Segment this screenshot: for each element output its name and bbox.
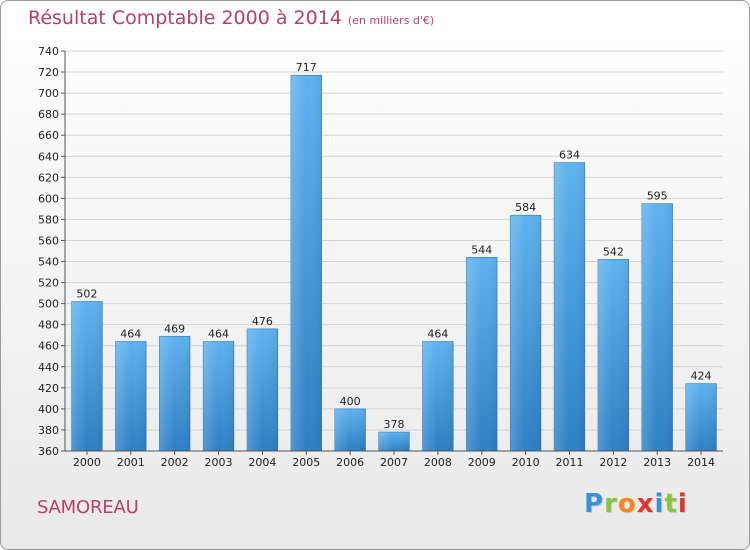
y-tick-label: 620 [38,171,59,184]
x-tick-label: 2009 [468,456,496,469]
y-tick-label: 540 [38,256,59,269]
x-tick-label: 2007 [380,456,408,469]
data-label: 424 [691,370,712,383]
data-label: 378 [384,418,405,431]
x-tick-label: 2005 [292,456,320,469]
bar-sheen [159,336,191,451]
x-tick-label: 2006 [336,456,364,469]
x-tick-label: 2010 [512,456,540,469]
data-label: 595 [647,190,668,203]
logo-letter: i [654,489,665,519]
bar-sheen [597,259,629,451]
bar-sheen [247,328,278,451]
data-label: 542 [603,245,624,258]
data-labels: 502 464 469 464 476 717 400 378 464 544 584 634 542 5… [76,61,711,431]
bar-sheen [685,383,717,451]
bar-sheen [203,341,234,451]
x-tick-label: 2001 [117,456,145,469]
bar-sheen [71,301,103,451]
logo-letter: o [617,489,637,519]
logo-letter: P [584,489,605,519]
proxiti-logo[interactable]: Proxiti [584,489,688,519]
bar-sheen [422,341,454,451]
unit-note: (en milliers d'€) [347,14,435,27]
y-tick-label: 700 [38,87,59,100]
y-axis-ticks: 360 380 400 420 440 460 480 500 520 540 560 580 600 6… [38,45,65,458]
y-tick-label: 440 [38,361,59,374]
x-tick-label: 2002 [161,456,189,469]
y-tick-label: 640 [38,150,59,163]
y-tick-label: 420 [38,382,59,395]
y-tick-label: 560 [38,234,59,247]
data-label: 584 [515,201,536,214]
bar-sheen [290,75,322,452]
commune-name: SAMOREAU [37,497,139,518]
y-tick-label: 600 [38,192,59,205]
x-tick-label: 2003 [205,456,233,469]
y-tick-label: 500 [38,298,59,311]
bar-sheen [466,257,498,451]
y-tick-label: 660 [38,129,59,142]
x-axis-ticks: 2000 2001 2002 2003 2004 2005 2006 2007 2008 2009… [73,451,715,469]
y-tick-label: 360 [38,445,59,458]
logo-letter: i [677,489,688,519]
y-tick-label: 680 [38,108,59,121]
x-tick-label: 2012 [599,456,627,469]
bars [71,74,717,452]
x-tick-label: 2000 [73,456,101,469]
y-tick-label: 720 [38,66,59,79]
chart-title: Résultat Comptable 2000 à 2014 (en millie… [28,7,434,29]
y-tick-label: 460 [38,340,59,353]
data-label: 400 [340,395,361,408]
data-label: 469 [164,322,185,335]
data-label: 464 [427,328,448,341]
x-tick-label: 2011 [555,456,583,469]
data-label: 476 [252,315,273,328]
y-tick-label: 380 [38,424,59,437]
y-tick-label: 740 [38,45,59,58]
bar-sheen [510,215,541,451]
y-tick-label: 400 [38,403,59,416]
x-tick-label: 2008 [424,456,452,469]
data-label: 464 [208,328,229,341]
data-label: 502 [76,288,97,301]
logo-letter: r [604,489,618,519]
data-label: 544 [471,243,492,256]
logo-letter: x [636,489,655,519]
data-label: 634 [559,149,580,162]
x-tick-label: 2014 [687,456,715,469]
y-tick-label: 520 [38,277,59,290]
data-label: 464 [120,328,141,341]
logo-letter: t [664,489,678,519]
bar-sheen [641,203,673,451]
x-tick-label: 2004 [248,456,276,469]
bar-sheen [334,408,366,451]
bar-sheen [115,341,147,451]
bar-sheen [554,162,585,451]
chart-title-text: Résultat Comptable 2000 à 2014 [28,7,342,29]
y-tick-label: 480 [38,319,59,332]
bar-sheen [378,432,410,451]
y-tick-label: 580 [38,213,59,226]
x-tick-label: 2013 [643,456,671,469]
data-label: 717 [296,61,317,74]
